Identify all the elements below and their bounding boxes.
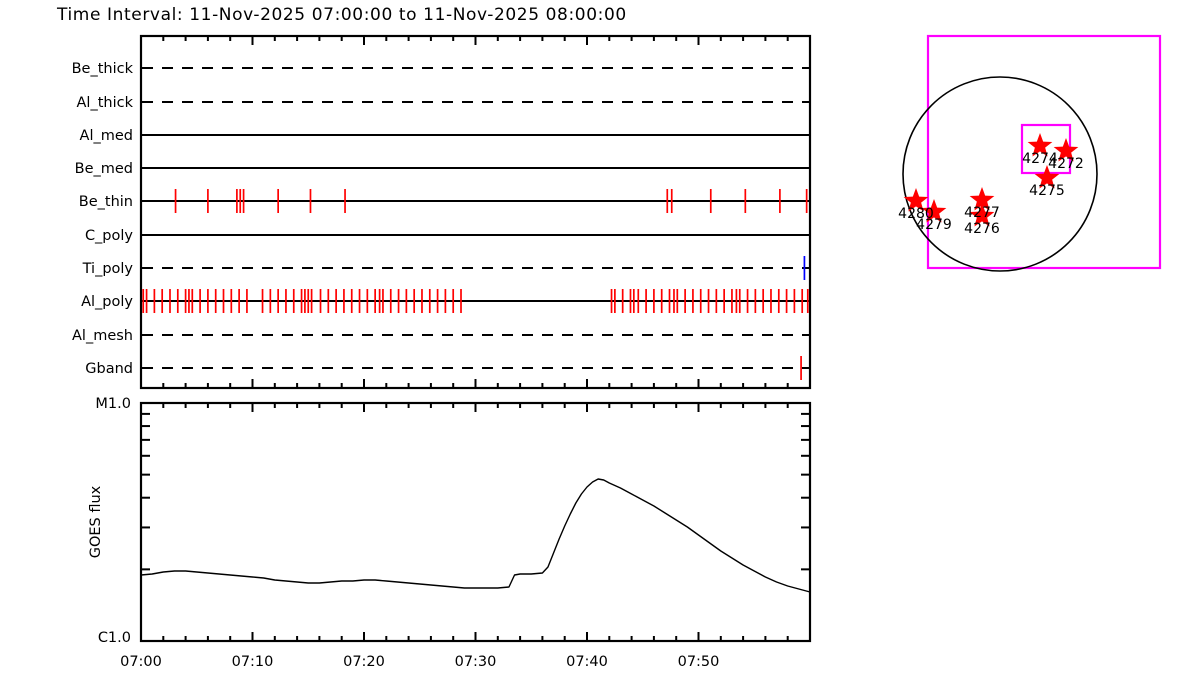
goes-xtick-label: 07:50: [678, 654, 720, 670]
top-panel-frame: [139, 34, 812, 390]
outer-fov-box: [926, 34, 1162, 270]
solar-limb-circle: [902, 76, 1098, 272]
filter-label-gband: Gband: [85, 361, 133, 377]
filter-label-c_poly: C_poly: [85, 228, 133, 244]
filter-event-ticks: [142, 189, 809, 380]
active-region-star-4279: [921, 199, 947, 223]
goes-ytick-bottom: C1.0: [98, 630, 131, 646]
goes-xtick-label: 07:10: [232, 654, 274, 670]
goes-xtick-label: 07:40: [566, 654, 608, 670]
filter-label-be_thick: Be_thick: [72, 61, 134, 77]
active-region-label-4276: 4276: [964, 221, 1000, 237]
goes-x-tick-labels: 07:00 07:10 07:20 07:30 07:40 07:50: [120, 654, 719, 670]
goes-xtick-label: 07:00: [120, 654, 162, 670]
active-region-label-4279: 4279: [916, 217, 952, 233]
filter-rows: [142, 66, 809, 370]
goes-flux-axis-label: GOES flux: [88, 485, 104, 558]
page-title: Time Interval: 11-Nov-2025 07:00:00 to 1…: [56, 5, 627, 25]
active-region-star-4275: [1034, 165, 1060, 189]
filter-label-ti_poly: Ti_poly: [82, 261, 134, 277]
filter-label-be_thin: Be_thin: [79, 194, 133, 210]
filter-label-al_med: Al_med: [80, 128, 133, 144]
filter-label-al_poly: Al_poly: [81, 294, 133, 310]
goes-panel-frame: [139, 401, 812, 643]
filter-label-al_mesh: Al_mesh: [72, 328, 133, 344]
filter-timeline-panel: Be_thick Al_thick Al_med Be_med Be_thin C_pol…: [72, 34, 812, 390]
filter-label-be_med: Be_med: [75, 161, 133, 177]
active-region-label-4275: 4275: [1029, 183, 1065, 199]
goes-xtick-label: 07:30: [455, 654, 497, 670]
active-region-star-4277: [969, 187, 995, 211]
active-region-star-4274: [1027, 133, 1053, 157]
goes-xtick-label: 07:20: [343, 654, 385, 670]
goes-flux-curve: [140, 478, 811, 593]
active-region-star-4272: [1053, 138, 1079, 162]
active-region-label-4280: 4280: [898, 206, 934, 222]
active-region-markers: [903, 133, 1079, 227]
active-region-label-4272: 4272: [1048, 156, 1084, 172]
goes-axis-ticks: [140, 403, 811, 641]
active-region-star-4276: [969, 203, 995, 227]
goes-ytick-top: M1.0: [95, 396, 131, 412]
active-region-label-4277: 4277: [964, 205, 1000, 221]
filter-label-al_thick: Al_thick: [77, 95, 134, 111]
goes-flux-panel: M1.0C1.0 07:00 07:10 07:20 07:30 07:40 07:50 …: [88, 396, 812, 670]
filter-row-labels: Be_thick Al_thick Al_med Be_med Be_thin C_pol…: [72, 61, 134, 377]
active-region-star-4280: [903, 188, 929, 212]
active-region-label-4274: 4274: [1022, 151, 1058, 167]
goes-y-tick-labels: M1.0 C1.0: [95, 396, 131, 646]
